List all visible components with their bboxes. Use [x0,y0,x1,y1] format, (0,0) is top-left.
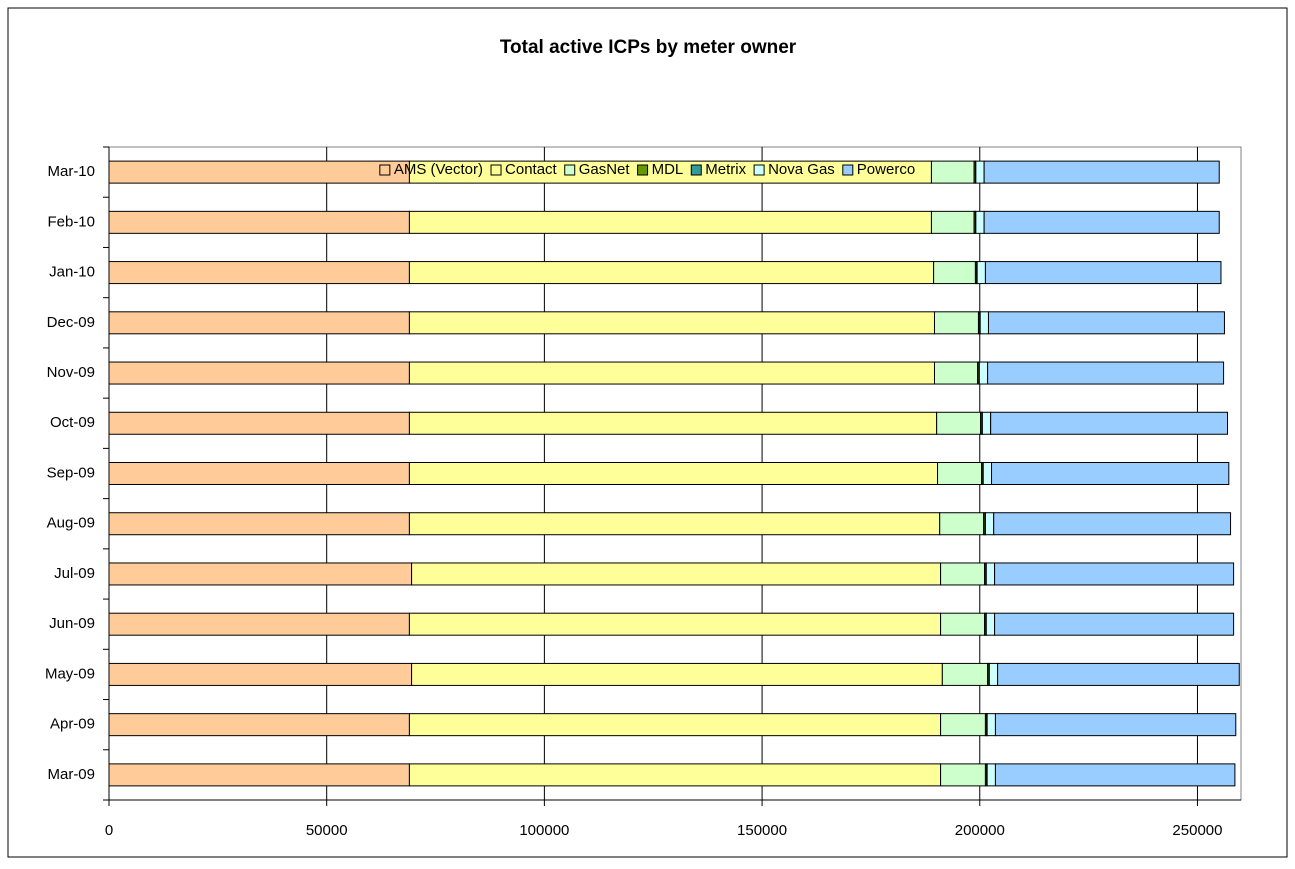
bar-segment [988,362,1224,384]
bar-segment [109,412,409,434]
bar-segment [982,412,990,434]
bar-segment [976,161,984,183]
bar-segment [987,764,995,786]
bar-segment [409,312,934,334]
legend-label: AMS (Vector) [394,161,483,178]
bar-segment [109,764,409,786]
bar-segment [940,513,984,535]
bar-segment [409,613,940,635]
bar-segment [979,362,987,384]
bar-segment [985,262,1221,284]
bar-segment [941,613,985,635]
bar-segment [109,161,409,183]
bar-segment [109,211,409,233]
bar-segment [989,663,997,685]
x-tick-label: 50000 [306,822,348,839]
bar-segment [409,262,933,284]
bar-segment [976,211,984,233]
y-tick-label: Jul-09 [54,565,95,582]
bar-segment [931,211,974,233]
bar-segment [984,211,1219,233]
y-tick-label: Dec-09 [47,314,95,331]
bar-segment [409,764,940,786]
legend-swatch [754,165,764,175]
bar-segment [942,663,987,685]
bar-segment [988,312,1224,334]
y-tick-label: Jun-09 [49,615,95,632]
x-tick-label: 250000 [1172,822,1222,839]
legend-label: GasNet [579,161,631,178]
bar-segment [109,513,409,535]
bar-segment [977,262,985,284]
x-tick-label: 150000 [737,822,787,839]
y-tick-label: Oct-09 [50,414,95,431]
bar-segment [984,161,1219,183]
legend-swatch [380,165,390,175]
bar-segment [409,412,936,434]
y-tick-label: Aug-09 [47,515,95,532]
bar-segment [994,513,1231,535]
legend-label: Nova Gas [768,161,835,178]
bar-segment [934,312,978,334]
bar-segment [995,613,1234,635]
bar-segment [995,714,1235,736]
bar-segment [934,262,976,284]
bar-segment [992,463,1229,485]
bar-segment [983,463,991,485]
legend-swatch [691,165,701,175]
bar-segment [409,513,939,535]
bar-segment [985,513,993,535]
bar-segment [409,362,934,384]
bar-segment [109,362,409,384]
legend-swatch [565,165,575,175]
y-tick-label: Mar-09 [47,766,95,783]
legend-swatch [491,165,501,175]
bar-segment [109,714,409,736]
bar-segment [941,563,985,585]
x-tick-label: 100000 [519,822,569,839]
bar-segment [941,714,986,736]
y-tick-label: Sep-09 [47,464,95,481]
bar-segment [941,764,986,786]
legend-label: MDL [652,161,684,178]
bar-segment [109,262,409,284]
bar-segment [995,563,1234,585]
bar-segment [931,161,974,183]
bar-segment [995,764,1234,786]
bar-segment [109,312,409,334]
bar-segment [937,412,981,434]
legend-label: Metrix [705,161,746,178]
bar-segment [109,463,409,485]
legend-swatch [843,165,853,175]
y-tick-label: May-09 [45,665,95,682]
bar-segment [409,463,937,485]
bar-segment [412,663,943,685]
y-tick-label: Apr-09 [50,716,95,733]
bar-segment [986,563,994,585]
legend-swatch [638,165,648,175]
x-tick-label: 0 [105,822,113,839]
chart-title: Total active ICPs by meter owner [500,37,797,58]
bar-segment [412,563,941,585]
bar-segment [409,211,931,233]
bar-segment [991,412,1228,434]
legend-label: Powerco [857,161,915,178]
bar-segment [109,563,412,585]
x-tick-label: 200000 [955,822,1005,839]
bar-segment [409,714,940,736]
y-tick-label: Mar-10 [47,163,95,180]
bar-segment [987,714,995,736]
bar-segment [109,613,409,635]
y-tick-label: Feb-10 [47,213,95,230]
legend-label: Contact [505,161,558,178]
bar-segment [980,312,988,334]
bar-segment [109,663,412,685]
bar-segment [986,613,994,635]
y-tick-label: Jan-10 [49,264,95,281]
bar-segment [934,362,977,384]
bar-segment [998,663,1240,685]
bar-segment [938,463,982,485]
y-tick-label: Nov-09 [47,364,95,381]
